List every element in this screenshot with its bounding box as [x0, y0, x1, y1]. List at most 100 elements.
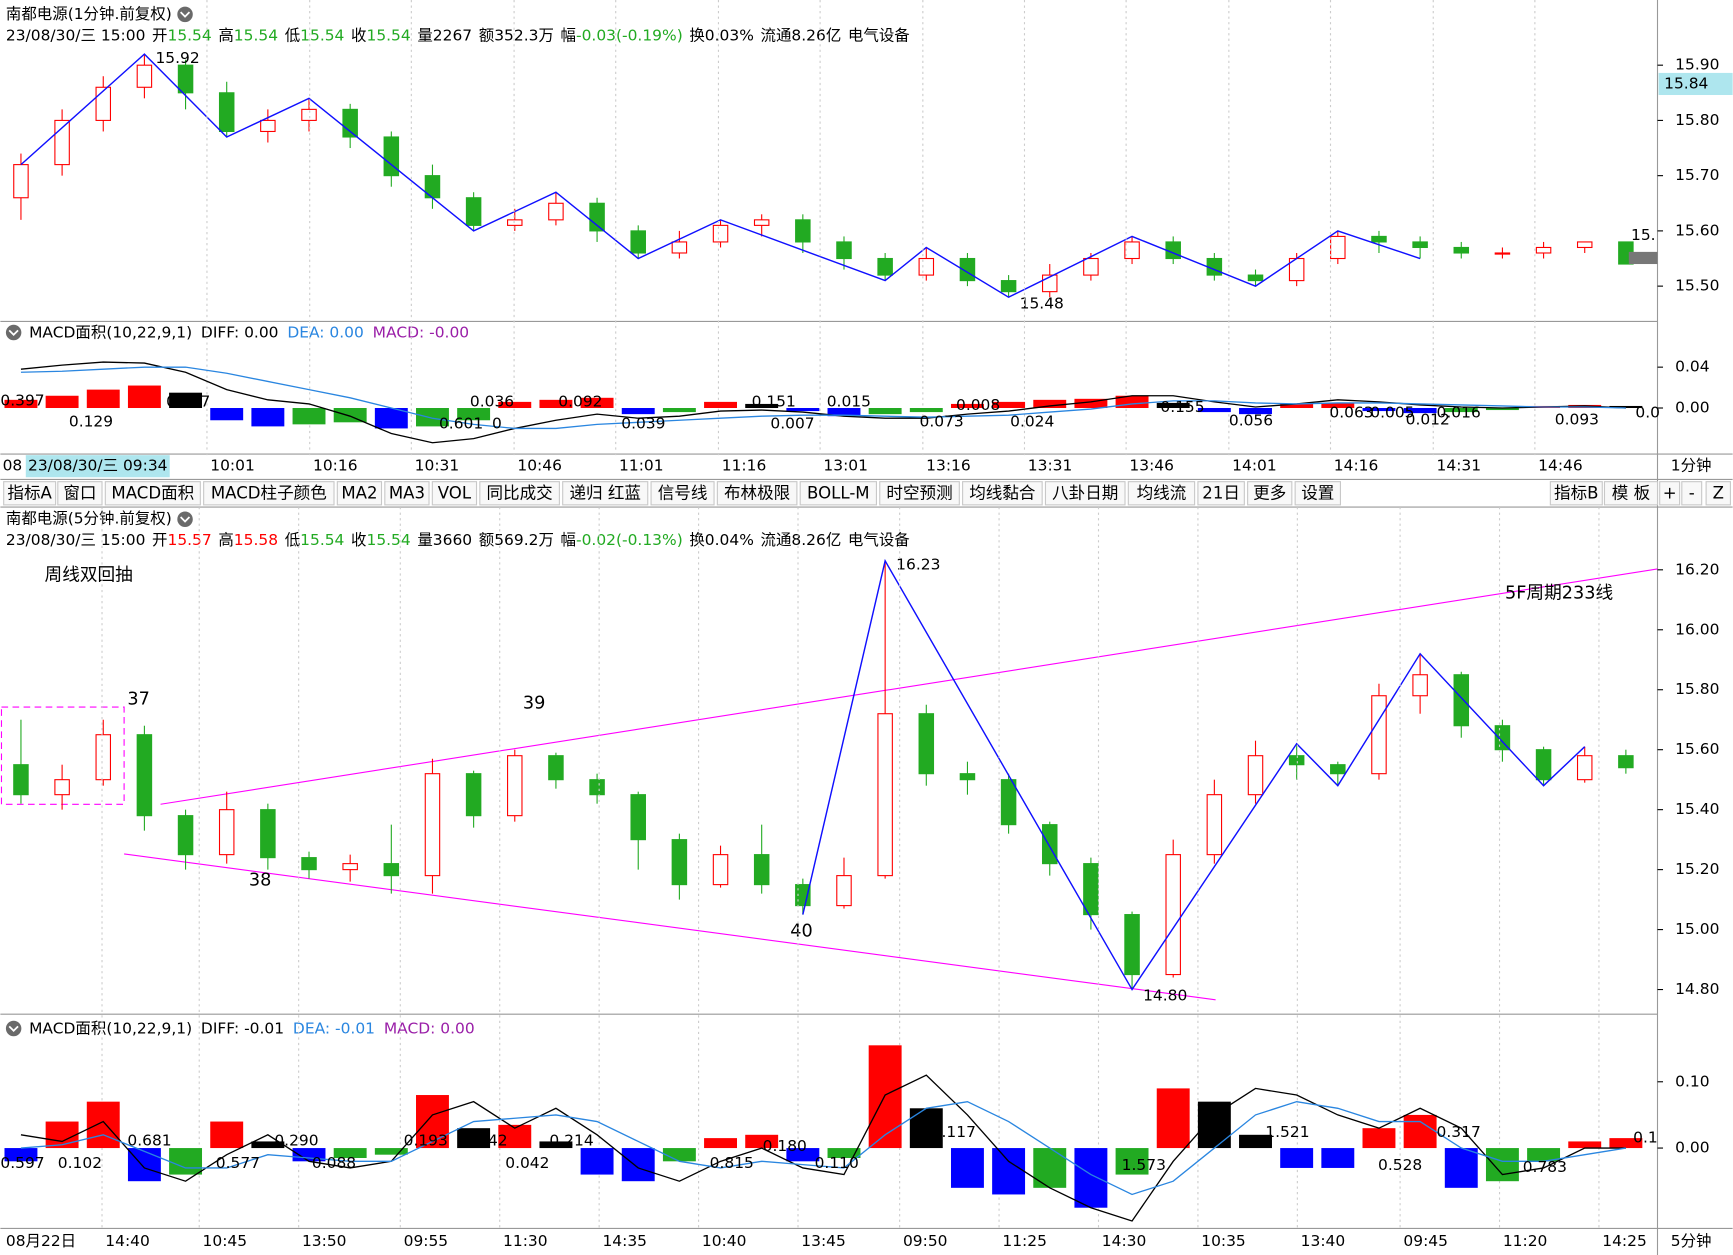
toolbar-label[interactable]: 更多: [1253, 483, 1286, 502]
candle-body: [1576, 755, 1593, 781]
macd-bar: [1609, 1138, 1643, 1149]
time-label: 13:16: [926, 457, 971, 475]
toolbar-label[interactable]: 均线黏合: [969, 483, 1036, 502]
area-label: 0.317: [1437, 1123, 1481, 1141]
time-label: 13:31: [1028, 457, 1073, 475]
macd-bar: [374, 1148, 408, 1155]
toolbar-button[interactable]: [336, 481, 383, 506]
area-label: 0.783: [1523, 1158, 1567, 1176]
toolbar-label[interactable]: 指标A: [7, 483, 52, 502]
macd-bar: [827, 408, 861, 417]
time-label: 23/08/30/三 09:34: [28, 457, 168, 475]
toolbar-label[interactable]: +: [1663, 483, 1677, 502]
last-price-box: [1658, 72, 1733, 96]
toolbar-label[interactable]: 信号线: [658, 483, 708, 502]
toolbar-label[interactable]: 时空预测: [886, 483, 952, 502]
toolbar-button[interactable]: [1247, 481, 1293, 506]
info-value: -0.02(-0.13%): [576, 531, 683, 549]
toolbar-button[interactable]: [1294, 481, 1341, 506]
toolbar-label[interactable]: MA3: [389, 483, 425, 502]
toolbar-label[interactable]: 均线流: [1137, 483, 1187, 502]
toolbar-button[interactable]: [1197, 481, 1245, 506]
toolbar-button[interactable]: [3, 481, 57, 506]
toolbar-button[interactable]: [384, 481, 430, 506]
area-label: 0.681: [127, 1132, 171, 1150]
quote-info: 23/08/30/三 15:00 开15.54 高15.54 低15.54 收15.54…: [6, 26, 910, 44]
toolbar-label[interactable]: Z: [1713, 483, 1724, 502]
toolbar-button[interactable]: [1044, 481, 1126, 506]
macd-bar: [45, 395, 79, 409]
toolbar-button[interactable]: [431, 481, 478, 506]
settings-icon[interactable]: [5, 1020, 22, 1037]
toolbar-button[interactable]: [203, 481, 335, 506]
toolbar-button[interactable]: [1603, 481, 1659, 506]
toolbar-button[interactable]: [879, 481, 960, 506]
candle-body: [753, 219, 770, 226]
candle-body: [836, 241, 852, 260]
toolbar-button[interactable]: [1681, 481, 1703, 506]
indicator-line: [20, 366, 1626, 430]
settings-icon[interactable]: [5, 324, 22, 341]
info-label: 额: [479, 531, 495, 549]
toolbar-label[interactable]: 设置: [1301, 483, 1334, 502]
area-label: 1.117: [932, 1123, 976, 1141]
toolbar-button[interactable]: [962, 481, 1043, 506]
area-label: 0.093: [1555, 410, 1599, 428]
time-label: 13:46: [1129, 457, 1174, 475]
toolbar-label[interactable]: 21日: [1202, 483, 1240, 502]
candle-body: [548, 202, 564, 221]
toolbar-label[interactable]: 模 板: [1612, 483, 1650, 502]
toolbar-label[interactable]: 指标B: [1554, 483, 1599, 502]
time-label: 08: [3, 457, 23, 475]
toolbar-label[interactable]: 窗口: [63, 483, 96, 502]
toolbar-button[interactable]: [479, 481, 560, 506]
toolbar-button[interactable]: [650, 481, 715, 506]
toolbar-label[interactable]: VOL: [438, 483, 472, 502]
macd-bar: [786, 1148, 820, 1162]
toolbar-label[interactable]: 递归 红蓝: [569, 483, 641, 502]
candle-body: [918, 257, 935, 276]
toolbar-label[interactable]: MACD柱子颜色: [211, 483, 327, 502]
y-tick-label: 0.00: [1675, 399, 1709, 417]
area-label: 0.815: [710, 1154, 754, 1172]
area-label: 0.036: [470, 393, 514, 411]
toolbar-button[interactable]: [1549, 481, 1603, 506]
toolbar-label[interactable]: 同比成交: [486, 483, 552, 502]
toolbar-button[interactable]: [799, 481, 877, 506]
area-label: 0.007: [770, 415, 814, 433]
toolbar-label[interactable]: 八卦日期: [1052, 483, 1118, 502]
candle-body: [1535, 246, 1552, 254]
macd-bar: [992, 401, 1026, 409]
toolbar-button[interactable]: [1659, 481, 1681, 506]
toolbar-button[interactable]: [104, 481, 201, 506]
toolbar-button[interactable]: [1127, 481, 1196, 506]
info-value: 15.58: [234, 531, 278, 549]
macd-bar: [909, 408, 943, 413]
settings-icon[interactable]: [177, 6, 193, 23]
toolbar-button[interactable]: [1705, 481, 1731, 506]
toolbar-label[interactable]: -: [1689, 483, 1695, 502]
macd-bar: [251, 1141, 285, 1149]
area-label: 1.573: [1122, 1156, 1166, 1174]
macd-bar: [1239, 1134, 1272, 1149]
macd-bar: [457, 1128, 491, 1149]
settings-icon[interactable]: [177, 511, 193, 527]
toolbar-label[interactable]: 布林极限: [724, 483, 790, 502]
toolbar-button[interactable]: [57, 481, 103, 506]
area-label: 0.092: [558, 393, 602, 411]
icon-chevron: [8, 329, 19, 336]
macd-bar: [704, 1138, 737, 1149]
toolbar-label[interactable]: MA2: [341, 483, 377, 502]
toolbar-button[interactable]: [716, 481, 798, 506]
toolbar-label[interactable]: MACD面积: [111, 483, 194, 502]
toolbar-button[interactable]: [562, 481, 649, 506]
y-tick-label: 15.80: [1675, 680, 1719, 698]
macd-bar: [86, 1101, 120, 1149]
macd-bar: [1485, 1148, 1519, 1182]
time-label: 11:16: [722, 457, 767, 475]
toolbar-label[interactable]: BOLL-M: [807, 483, 870, 502]
area-label: 0.397: [0, 392, 44, 410]
candle-body: [260, 809, 276, 859]
info-value: 352.3万: [494, 26, 554, 44]
macd-bar: [580, 397, 614, 409]
